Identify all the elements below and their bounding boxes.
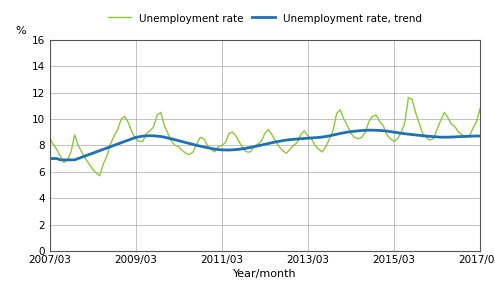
- X-axis label: Year/month: Year/month: [233, 269, 297, 279]
- Unemployment rate, trend: [474, 134, 480, 138]
- Unemployment rate, trend: [47, 157, 52, 160]
- Unemployment rate: [47, 136, 52, 139]
- Unemployment rate: [474, 120, 480, 123]
- Unemployment rate, trend: [366, 128, 372, 132]
- Unemployment rate: [97, 174, 103, 177]
- Line: Unemployment rate: Unemployment rate: [50, 98, 495, 176]
- Unemployment rate: [319, 150, 325, 154]
- Legend: Unemployment rate, Unemployment rate, trend: Unemployment rate, Unemployment rate, tr…: [107, 13, 422, 24]
- Unemployment rate, trend: [434, 135, 440, 139]
- Text: %: %: [15, 26, 26, 35]
- Unemployment rate: [68, 150, 74, 154]
- Unemployment rate: [312, 144, 318, 147]
- Unemployment rate, trend: [312, 136, 318, 140]
- Unemployment rate, trend: [319, 135, 325, 139]
- Unemployment rate: [405, 96, 411, 100]
- Unemployment rate, trend: [337, 132, 343, 135]
- Unemployment rate: [434, 128, 440, 131]
- Line: Unemployment rate, trend: Unemployment rate, trend: [50, 130, 495, 160]
- Unemployment rate: [337, 108, 343, 112]
- Unemployment rate, trend: [72, 158, 78, 162]
- Unemployment rate, trend: [57, 158, 63, 162]
